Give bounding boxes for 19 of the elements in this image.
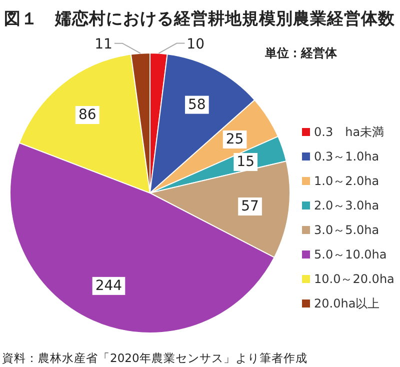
legend-label: 5.0～10.0ha: [314, 248, 387, 262]
data-label: 15: [236, 154, 255, 170]
legend-label: 20.0ha以上: [314, 296, 380, 310]
data-label: 11: [94, 36, 112, 52]
legend-label: 2.0～3.0ha: [314, 198, 380, 212]
data-label: 10: [186, 36, 205, 52]
data-label: 244: [95, 278, 122, 294]
text: 資料：農林水産省「2020年農業センサス」より筆者作成: [2, 351, 308, 365]
legend-label: 1.0～2.0ha: [314, 174, 380, 188]
data-label: 86: [78, 107, 96, 124]
legend-label: 3.0～5.0ha: [314, 223, 380, 237]
legend-label: 0.3 ha未満: [314, 125, 384, 139]
chart-title: 図１ 嬬恋村における経営耕地規模別農業経営体数: [4, 9, 396, 28]
text: 単位：経営体: [264, 46, 338, 60]
legend-label: 10.0～20.0ha: [314, 272, 394, 286]
data-label: 58: [188, 96, 206, 113]
data-label: 25: [226, 132, 244, 148]
data-label: 57: [241, 198, 259, 214]
legend-label: 0.3～1.0ha: [314, 150, 380, 164]
